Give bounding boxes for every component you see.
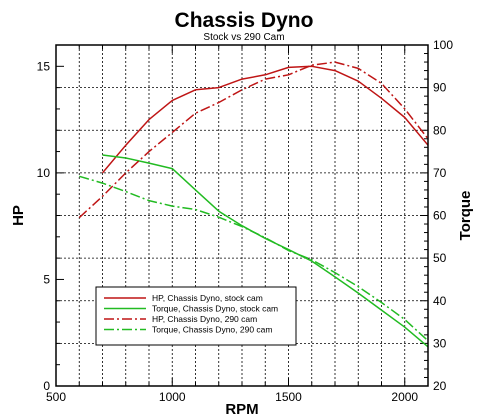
y-right-tick-label: 80 bbox=[433, 123, 447, 137]
legend-label-2: Torque, Chassis Dyno, stock cam bbox=[152, 304, 278, 314]
y-left-tick-label: 5 bbox=[43, 272, 50, 286]
series-line-1 bbox=[101, 65, 429, 174]
y-right-tick-label: 50 bbox=[433, 251, 447, 265]
plot-frame bbox=[55, 44, 429, 387]
axis-ticks: 500 1000 1500 2000 0 5 10 15 20 30 40 50 60 70 80 90 100 bbox=[37, 38, 454, 404]
y-right-tick-label: 90 bbox=[433, 81, 447, 95]
series-line-2 bbox=[102, 154, 429, 348]
y-left-tick-label: 0 bbox=[43, 379, 50, 393]
y-right-tick-label: 40 bbox=[433, 294, 447, 308]
series-lines bbox=[78, 61, 429, 348]
y-right-tick-label: 60 bbox=[433, 209, 447, 223]
x-tick-label: 1000 bbox=[159, 390, 186, 404]
chart-title: Chassis Dyno bbox=[175, 9, 314, 32]
series-line-3 bbox=[78, 61, 429, 219]
y-right-tick-label: 30 bbox=[433, 336, 447, 350]
x-tick-label: 1500 bbox=[275, 390, 302, 404]
chart-subtitle: Stock vs 290 Cam bbox=[203, 32, 284, 43]
legend-label-1: HP, Chassis Dyno, stock cam bbox=[152, 293, 263, 303]
x-axis-label: RPM bbox=[225, 401, 258, 418]
y-left-tick-label: 10 bbox=[37, 166, 51, 180]
legend-label-4: Torque, Chassis Dyno, 290 cam bbox=[152, 325, 272, 335]
y-axis-right-label: Torque bbox=[457, 191, 474, 241]
y-right-tick-label: 70 bbox=[433, 166, 447, 180]
x-tick-label: 2000 bbox=[391, 390, 418, 404]
legend-box bbox=[95, 286, 297, 346]
series-line-4 bbox=[79, 175, 429, 342]
legend-label-3: HP, Chassis Dyno, 290 cam bbox=[152, 314, 257, 324]
x-tick-label: 500 bbox=[46, 390, 66, 404]
y-axis-left-label: HP bbox=[10, 205, 27, 226]
y-left-tick-label: 15 bbox=[37, 59, 51, 73]
y-right-tick-label: 20 bbox=[433, 379, 447, 393]
y-right-tick-label: 100 bbox=[433, 38, 453, 52]
